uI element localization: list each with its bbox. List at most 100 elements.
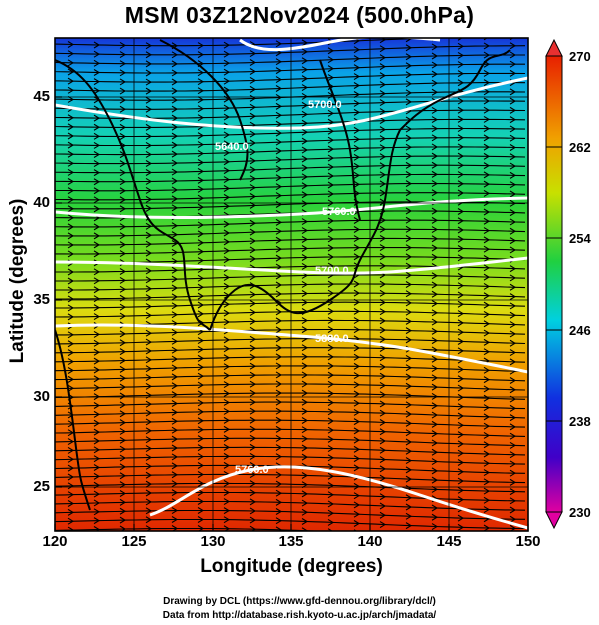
wind-arrow: [509, 460, 517, 468]
wind-arrow: [249, 452, 257, 460]
wind-arrow: [249, 471, 257, 479]
wind-arrow: [483, 88, 491, 96]
wind-arrow: [484, 534, 489, 540]
wind-arrow: [145, 374, 153, 382]
wind-arrow: [275, 299, 283, 307]
wind-arrow: [249, 291, 257, 299]
wind-arrow: [119, 445, 127, 453]
wind-arrow: [275, 254, 283, 262]
wind-arrow: [197, 488, 205, 496]
wind-arrow: [353, 153, 361, 161]
wind-arrow: [119, 232, 127, 240]
wind-arrow: [145, 132, 153, 140]
wind-arrow: [457, 189, 465, 197]
wind-arrow: [483, 431, 491, 439]
wind-arrow: [379, 108, 387, 116]
wind-arrow: [197, 381, 205, 389]
wind-arrow: [405, 290, 413, 298]
wind-arrow: [431, 420, 439, 428]
wind-arrow: [405, 189, 413, 197]
wind-arrow: [275, 236, 283, 244]
contour-label: 5880.0: [315, 333, 349, 345]
wind-arrow: [171, 302, 179, 310]
wind-arrow: [379, 280, 387, 288]
wind-arrow: [483, 189, 491, 197]
wind-arrow: [327, 518, 335, 526]
wind-arrow: [93, 526, 101, 531]
wind-arrow: [379, 99, 387, 107]
wind-arrow: [327, 145, 335, 153]
wind-arrow: [145, 141, 153, 149]
wind-arrow: [145, 222, 153, 230]
wind-arrow: [275, 425, 283, 433]
wind-arrow: [67, 429, 75, 437]
wind-arrow: [145, 303, 153, 311]
x-tick-label: 125: [121, 533, 147, 550]
wind-arrow: [93, 196, 101, 204]
wind-arrow: [249, 344, 257, 352]
wind-arrow: [353, 418, 361, 426]
wind-arrow: [483, 125, 491, 133]
wind-arrow: [353, 253, 361, 261]
wind-arrow: [379, 419, 387, 426]
wind-arrow: [353, 362, 361, 370]
wind-arrow: [145, 480, 153, 488]
wind-arrow: [119, 463, 127, 471]
wind-arrow: [171, 195, 179, 203]
wind-arrow: [509, 339, 517, 347]
wind-arrow: [93, 286, 101, 294]
wind-arrow: [67, 77, 75, 85]
wind-arrow: [171, 426, 179, 434]
wind-arrow: [171, 159, 179, 167]
wind-arrow: [301, 472, 309, 479]
wind-arrow: [509, 190, 517, 198]
wind-arrow: [197, 372, 205, 380]
wind-arrow: [197, 132, 205, 140]
wind-arrow: [223, 390, 231, 397]
wind-arrow: [431, 88, 439, 96]
wind-arrow: [483, 404, 491, 412]
wind-arrow: [223, 193, 231, 201]
wind-arrow: [93, 339, 101, 347]
wind-arrow: [275, 508, 283, 516]
wind-arrow: [67, 411, 75, 419]
wind-arrow: [93, 78, 101, 86]
wind-arrow: [67, 464, 75, 472]
wind-arrow: [249, 112, 257, 120]
wind-arrow: [171, 186, 179, 194]
wind-arrow: [223, 398, 231, 406]
wind-arrow: [145, 285, 153, 293]
wind-arrow: [327, 127, 335, 135]
wind-arrow: [405, 281, 413, 288]
wind-arrow: [275, 480, 283, 488]
wind-arrow: [483, 245, 491, 253]
wind-arrow: [509, 293, 517, 301]
wind-arrow: [145, 204, 153, 212]
wind-arrow: [275, 245, 283, 253]
wind-arrow: [379, 244, 387, 252]
wind-arrow: [405, 336, 413, 344]
wind-arrow: [223, 336, 231, 344]
wind-arrow: [119, 96, 127, 104]
wind-arrow: [431, 52, 439, 60]
wind-arrow: [93, 41, 101, 49]
wind-arrow: [431, 134, 439, 142]
wind-streamlines: [55, 38, 526, 540]
wind-arrow: [353, 307, 361, 315]
wind-arrow: [197, 176, 205, 184]
wind-arrow: [249, 398, 257, 406]
wind-arrow: [93, 490, 101, 498]
wind-arrow: [145, 96, 153, 104]
wind-arrow: [93, 446, 101, 454]
wind-arrow: [145, 498, 153, 506]
wind-arrow: [379, 63, 387, 71]
wind-arrow: [249, 516, 257, 524]
wind-arrow: [327, 417, 335, 425]
wind-arrow: [119, 392, 127, 400]
wind-arrow: [249, 130, 257, 138]
wind-arrow: [145, 400, 153, 408]
wind-arrow: [93, 508, 101, 516]
wind-arrow: [327, 509, 335, 517]
wind-arrow: [93, 169, 101, 177]
wind-arrow: [431, 485, 439, 493]
